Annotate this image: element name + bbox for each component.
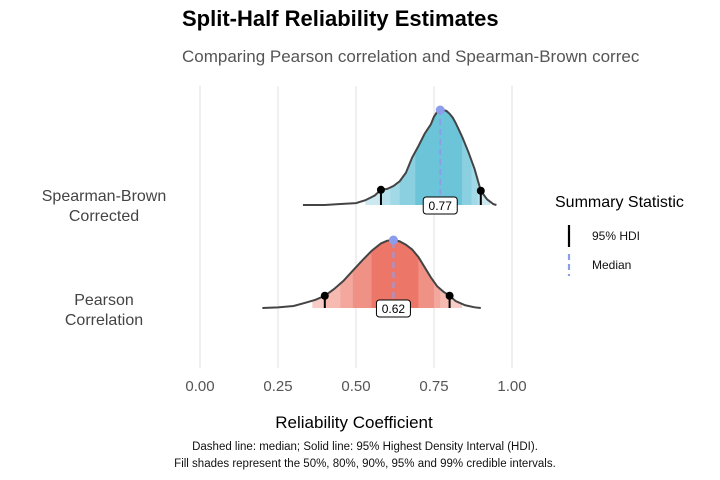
ridge-1-median-label-box bbox=[375, 299, 411, 318]
ridge-1-median-label-text: 0.62 bbox=[382, 302, 406, 316]
ridge-0-outline bbox=[302, 109, 497, 206]
y-label-spearman-brown-line2: Corrected bbox=[68, 208, 140, 225]
ridge-0: 0.77 bbox=[302, 105, 497, 215]
chart-subtitle: Comparing Pearson correlation and Spearm… bbox=[182, 47, 640, 66]
chart-title: Split-Half Reliability Estimates bbox=[182, 6, 499, 31]
x-tick-label-0: 0.00 bbox=[185, 378, 214, 395]
caption-line-2: Fill shades represent the 50%, 80%, 90%,… bbox=[174, 458, 556, 470]
ridge-1-median-point bbox=[388, 235, 398, 245]
y-label-pearson-line2: Correlation bbox=[64, 312, 144, 329]
ridge-0-hdi-point-1 bbox=[476, 186, 485, 195]
ridge-0-hdi-point-0 bbox=[376, 185, 385, 194]
x-tick-label-2: 0.50 bbox=[341, 378, 370, 395]
ridge-1-band-50 bbox=[371, 240, 419, 308]
grid-layer bbox=[199, 86, 513, 368]
ridge-0-median-label: 0.77 bbox=[422, 196, 458, 215]
ridge-1-hdi-point-0 bbox=[320, 291, 329, 300]
ridge-layer: 0.77 0.62 bbox=[262, 105, 497, 318]
ridge-0-median-point bbox=[435, 105, 445, 115]
legend-label-median: Median bbox=[592, 258, 632, 272]
y-label-spearman-brown-line1: Spearman-Brown bbox=[41, 188, 167, 205]
x-tick-label-4: 1.00 bbox=[497, 378, 526, 395]
x-axis-ticks: 0.00 0.25 0.50 0.75 1.00 bbox=[185, 378, 526, 395]
ridge-0-median-label-text: 0.77 bbox=[429, 199, 453, 213]
x-tick-label-1: 0.25 bbox=[263, 378, 292, 395]
y-label-pearson: Pearson Correlation bbox=[18, 291, 190, 331]
ridge-1-median-label: 0.62 bbox=[375, 299, 411, 318]
caption-line-1: Dashed line: median; Solid line: 95% Hig… bbox=[192, 441, 538, 453]
y-label-spearman-brown: Spearman-Brown Corrected bbox=[18, 187, 190, 227]
legend-label-hdi: 95% HDI bbox=[592, 229, 641, 243]
legend-title: Summary Statistic bbox=[555, 194, 684, 211]
ridge-0-median-label-box bbox=[422, 196, 458, 215]
y-label-pearson-line1: Pearson bbox=[74, 292, 134, 309]
x-axis-label: Reliability Coefficient bbox=[275, 413, 433, 432]
x-tick-label-3: 0.75 bbox=[419, 378, 448, 395]
ridge-1: 0.62 bbox=[262, 235, 481, 318]
ridge-0-band-50 bbox=[415, 110, 463, 205]
ridge-1-hdi-point-1 bbox=[445, 291, 454, 300]
